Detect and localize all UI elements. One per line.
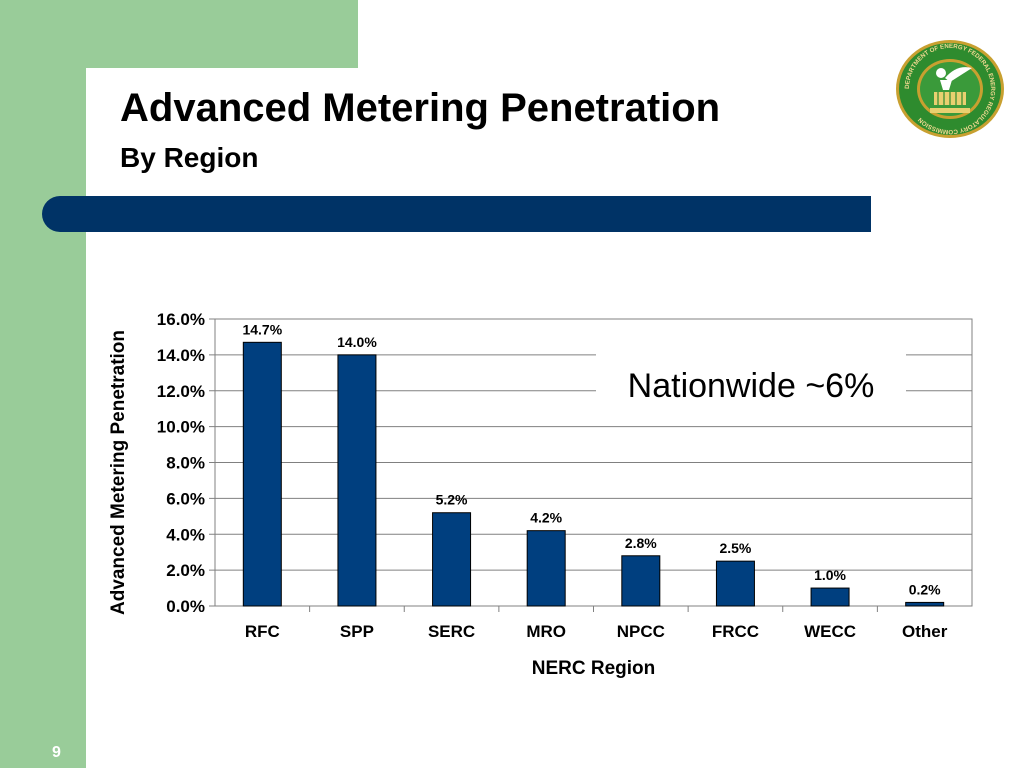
nationwide-annotation: Nationwide ~6% — [628, 367, 875, 405]
slide-title: Advanced Metering Penetration — [120, 86, 721, 130]
data-label-mro: 4.2% — [530, 510, 562, 526]
bar-other — [905, 601, 945, 607]
bar-mro — [526, 530, 566, 607]
title-divider-bar — [42, 196, 871, 232]
x-tick-label-spp: SPP — [340, 622, 374, 641]
page-number: 9 — [52, 744, 61, 761]
data-label-frcc: 2.5% — [719, 540, 751, 556]
y-tick-label: 4.0% — [166, 525, 205, 544]
data-label-rfc: 14.7% — [242, 321, 282, 337]
y-tick-label: 14.0% — [157, 346, 205, 365]
ferc-seal-icon: DEPARTMENT OF ENERGY FEDERAL ENERGY REGU… — [894, 38, 1006, 140]
top-green-band — [0, 0, 358, 68]
left-green-band — [0, 0, 86, 768]
slide-subtitle: By Region — [120, 142, 259, 173]
data-label-npcc: 2.8% — [625, 535, 657, 551]
bar-frcc — [715, 560, 755, 607]
data-label-serc: 5.2% — [436, 492, 468, 508]
x-tick-label-wecc: WECC — [804, 622, 856, 641]
bar-npcc — [621, 555, 661, 607]
y-tick-label: 10.0% — [157, 418, 205, 437]
x-tick-label-mro: MRO — [526, 622, 566, 641]
y-tick-label: 8.0% — [166, 454, 205, 473]
y-tick-label: 0.0% — [166, 597, 205, 616]
y-axis-label: Advanced Metering Penetration — [108, 330, 129, 615]
bar-spp — [337, 354, 377, 607]
data-label-wecc: 1.0% — [814, 567, 846, 583]
bar-wecc — [810, 587, 850, 607]
x-tick-label-npcc: NPCC — [617, 622, 665, 641]
x-axis-label: NERC Region — [532, 658, 656, 679]
y-tick-label: 2.0% — [166, 561, 205, 580]
y-tick-label: 6.0% — [166, 489, 205, 508]
y-tick-label: 12.0% — [157, 382, 205, 401]
y-tick-label: 16.0% — [157, 310, 205, 329]
data-label-other: 0.2% — [909, 581, 941, 597]
x-tick-label-rfc: RFC — [245, 622, 280, 641]
bar-chart: 14.7% 14.0% 5.2% 4.2% 2.8% 2.5% 1.0% 0.2% 0.0% 2… — [100, 280, 1000, 700]
x-tick-label-other: Other — [902, 622, 948, 641]
bar-rfc — [242, 341, 282, 607]
nationwide-annotation-box — [596, 354, 906, 412]
bar-serc — [432, 512, 472, 607]
data-label-spp: 14.0% — [337, 334, 377, 350]
x-tick-label-serc: SERC — [428, 622, 475, 641]
x-tick-label-frcc: FRCC — [712, 622, 759, 641]
